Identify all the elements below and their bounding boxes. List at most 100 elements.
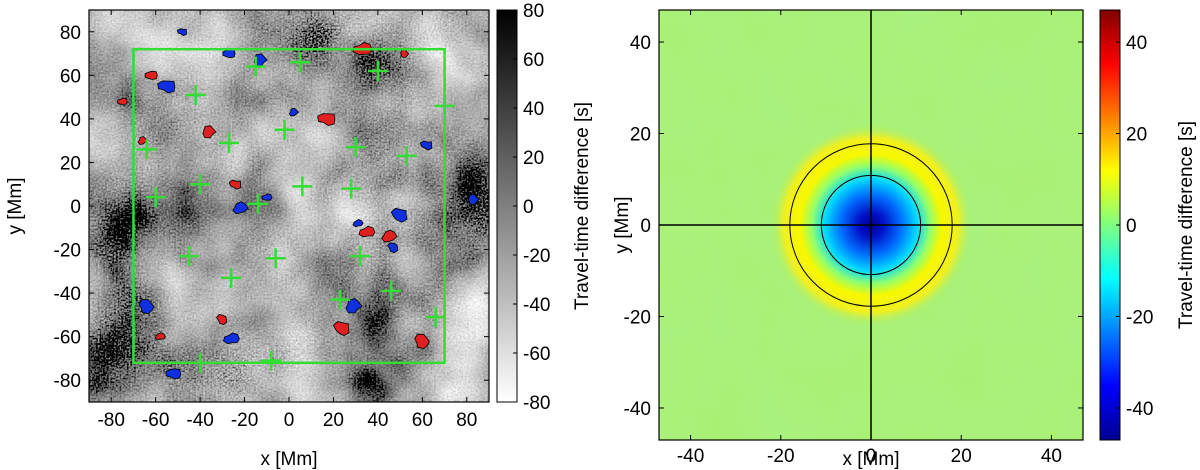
right-colorbar-label: Travel-time difference [s] <box>1176 121 1197 329</box>
plus-marker <box>247 193 268 214</box>
left-colorbar-ticks: -80 -60 -40 -20 0 20 40 60 80 <box>513 1 550 414</box>
plus-marker <box>261 350 282 371</box>
plus-marker <box>136 139 157 160</box>
right-x-tick-label: -40 <box>677 446 704 467</box>
blue-patch <box>223 332 240 345</box>
left-y-tick-label: 40 <box>60 110 81 131</box>
right-y-tick-label: -40 <box>624 399 651 420</box>
right-overlay-layer <box>659 10 1083 440</box>
right-x-tick-label: -20 <box>767 446 794 467</box>
left-colorbar-tick-label: 0 <box>523 197 534 218</box>
blue-patch <box>288 107 299 117</box>
right-x-axis: -40 -20 0 20 40 <box>677 10 1062 467</box>
right-x-tick-label: 40 <box>1041 446 1062 467</box>
plus-marker <box>145 187 166 208</box>
analysis-region-box <box>132 47 446 365</box>
blue-patch <box>157 80 176 94</box>
blue-patch <box>345 298 363 314</box>
left-y-tick-label: -60 <box>54 328 81 349</box>
blue-patch <box>138 298 155 315</box>
left-x-tick-label: 20 <box>323 410 344 431</box>
left-panel: -80 -60 -40 -20 0 20 40 60 80 -80 -60 -40 -20 0 20 40 6… <box>5 1 593 470</box>
right-y-axis-label: y [Mm] <box>612 197 633 254</box>
blue-patch <box>261 193 273 201</box>
plus-marker <box>265 248 286 269</box>
left-y-tick-label: 20 <box>60 153 81 174</box>
red-patch <box>317 113 336 127</box>
left-colorbar: -80 -60 -40 -20 0 20 40 60 80 Travel-time differ… <box>496 1 593 414</box>
red-patch <box>332 321 350 336</box>
right-y-tick-label: 0 <box>640 216 651 237</box>
red-patch <box>400 49 410 58</box>
left-colorbar-tick-label: 20 <box>523 148 544 169</box>
red-patch <box>414 333 430 350</box>
right-colorbar-tick-label: -40 <box>1126 399 1153 420</box>
left-overlay-layer <box>132 47 455 373</box>
right-colorbar-tick-label: 20 <box>1126 125 1147 146</box>
left-y-tick-label: 80 <box>60 23 81 44</box>
right-colorbar-tick-label: 0 <box>1126 216 1137 237</box>
right-colorbar-tick-label: -20 <box>1126 307 1153 328</box>
blue-patch <box>387 242 399 254</box>
red-patch <box>117 97 128 105</box>
right-x-axis-label: x [Mm] <box>843 449 900 470</box>
plus-marker <box>221 267 242 288</box>
red-patch <box>358 225 376 238</box>
red-patch <box>137 136 148 145</box>
plus-marker <box>345 137 366 158</box>
left-x-tick-label: 0 <box>284 410 295 431</box>
left-colorbar-tick-label: -80 <box>523 393 550 414</box>
right-colorbar-ticks: -40 -20 0 20 40 <box>1116 33 1153 420</box>
red-patch <box>228 179 242 190</box>
plus-marker <box>341 178 362 199</box>
right-y-axis: -40 -20 0 20 40 <box>624 33 1083 420</box>
red-patch <box>144 70 158 80</box>
left-colorbar-tick-label: 60 <box>523 50 544 71</box>
left-colorbar-label: Travel-time difference [s] <box>572 102 593 310</box>
left-y-tick-label: -40 <box>54 284 81 305</box>
plus-marker <box>190 352 211 373</box>
red-patch <box>202 125 217 139</box>
left-colorbar-tick-label: 80 <box>523 1 544 22</box>
left-x-tick-label: 80 <box>456 410 477 431</box>
blue-patch <box>352 218 364 228</box>
left-x-axis-label: x [Mm] <box>261 449 318 470</box>
left-heatmap <box>89 10 489 402</box>
plus-marker <box>185 84 206 105</box>
plus-marker <box>290 52 311 73</box>
right-panel: -40 -20 0 20 40 -40 -20 0 20 40 x [Mm] y [Mm] -4… <box>612 9 1197 470</box>
plus-marker <box>396 145 417 166</box>
right-y-tick-label: 20 <box>630 125 651 146</box>
left-y-tick-label: 0 <box>70 197 81 218</box>
left-y-tick-label: -80 <box>54 371 81 392</box>
left-x-tick-label: -80 <box>97 410 124 431</box>
right-colorbar-tick-label: 40 <box>1126 33 1147 54</box>
blue-patch <box>419 140 433 151</box>
left-x-tick-label: 60 <box>412 410 433 431</box>
left-y-axis: -80 -60 -40 -20 0 20 40 60 80 <box>54 23 489 392</box>
left-patch-layer <box>117 28 480 380</box>
left-x-axis: -80 -60 -40 -20 0 20 40 60 80 <box>97 10 477 431</box>
red-patch <box>215 314 228 326</box>
left-x-tick-label: 40 <box>367 410 388 431</box>
right-x-tick-label: 20 <box>951 446 972 467</box>
plus-marker <box>179 246 199 267</box>
right-y-tick-label: -20 <box>624 307 651 328</box>
right-y-tick-label: 40 <box>630 33 651 54</box>
plus-marker <box>434 95 455 116</box>
left-x-tick-label: -60 <box>142 410 169 431</box>
red-patch <box>381 229 398 243</box>
right-x-tick-label: 0 <box>866 446 877 467</box>
left-x-tick-label: -40 <box>186 410 213 431</box>
plus-marker <box>219 132 239 153</box>
blue-patch <box>390 207 408 223</box>
left-y-tick-label: 60 <box>60 66 81 87</box>
plus-marker <box>425 307 446 328</box>
plus-marker <box>350 246 371 267</box>
left-y-axis-label: y [Mm] <box>5 178 26 235</box>
blue-patch <box>468 194 480 205</box>
left-colorbar-tick-label: 40 <box>523 99 544 120</box>
plus-marker <box>367 60 388 81</box>
plus-marker <box>292 176 313 197</box>
